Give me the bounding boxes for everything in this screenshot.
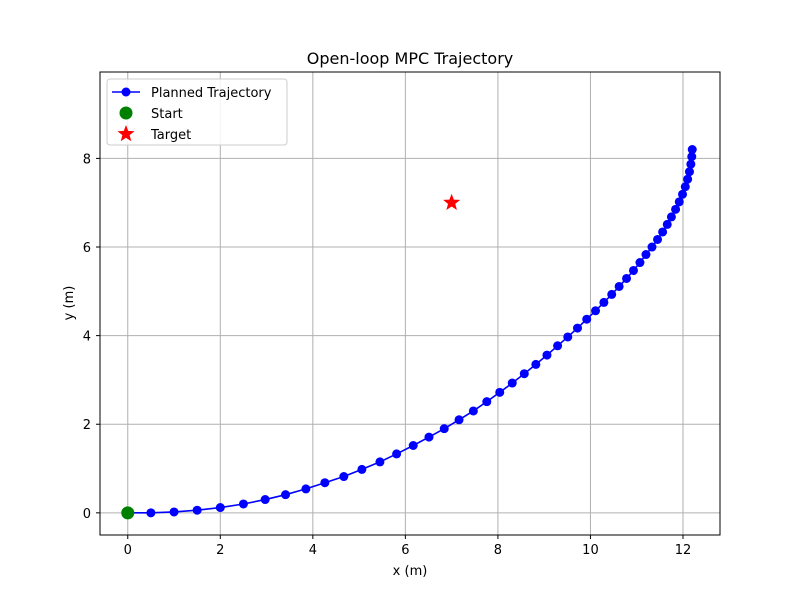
trajectory-point <box>599 297 609 307</box>
start-marker <box>121 506 135 520</box>
x-tick-label: 6 <box>401 543 409 558</box>
trajectory-point <box>678 189 688 199</box>
trajectory-point <box>684 167 694 177</box>
y-tick-label: 8 <box>83 152 91 167</box>
trajectory-point <box>674 197 684 207</box>
y-tick-label: 4 <box>83 330 91 345</box>
trajectory-point <box>519 369 529 379</box>
x-tick-label: 2 <box>216 543 224 558</box>
grid <box>100 72 720 535</box>
trajectory-point <box>666 212 676 222</box>
trajectory-point <box>662 219 672 229</box>
trajectory-point <box>482 397 492 407</box>
target-star-marker <box>443 193 461 210</box>
axis-ticks: 0 2 4 6 8 10 12 0 2 4 6 8 <box>83 152 692 558</box>
legend: Planned Trajectory Start Target <box>106 78 288 146</box>
trajectory-point <box>572 323 582 333</box>
trajectory-point <box>614 281 624 291</box>
trajectory-point <box>281 490 291 500</box>
trajectory-point <box>622 273 632 283</box>
x-tick-label: 0 <box>124 543 132 558</box>
trajectory-point <box>468 406 478 416</box>
y-axis-label: y (m) <box>62 286 77 321</box>
trajectory-point <box>687 152 697 162</box>
trajectory-point <box>495 387 505 397</box>
y-tick-label: 2 <box>83 418 91 433</box>
trajectory-point <box>531 359 541 369</box>
trajectory-point <box>553 341 563 351</box>
x-tick-label: 10 <box>582 543 599 558</box>
x-tick-label: 8 <box>494 543 502 558</box>
trajectory-point <box>658 227 668 237</box>
trajectory-point <box>542 350 552 360</box>
trajectory-point <box>635 258 645 268</box>
legend-label: Target <box>150 128 191 143</box>
trajectory-point <box>146 508 156 518</box>
trajectory-point <box>357 464 367 474</box>
trajectory-point <box>686 159 696 169</box>
trajectory-point <box>628 265 638 275</box>
legend-box <box>106 78 288 146</box>
chart-title: Open-loop MPC Trajectory <box>307 49 513 68</box>
plot-frame <box>99 71 721 536</box>
trajectory-point <box>215 503 225 513</box>
legend-marker-swatch <box>121 87 131 97</box>
trajectory-point <box>408 441 418 451</box>
x-axis-label: x (m) <box>393 564 428 579</box>
trajectory-point <box>339 472 349 482</box>
legend-target-swatch <box>117 125 135 142</box>
trajectory-point <box>647 242 657 252</box>
trajectory-point <box>320 478 330 488</box>
trajectory-point <box>680 182 690 192</box>
trajectory-point <box>454 415 464 425</box>
trajectory-point <box>169 507 179 517</box>
trajectory-point <box>687 145 697 155</box>
y-tick-label: 6 <box>83 241 91 256</box>
trajectory-point <box>192 505 202 515</box>
trajectory-point <box>238 499 248 509</box>
trajectory-point <box>671 204 681 214</box>
x-tick-label: 12 <box>675 543 692 558</box>
plot-series <box>121 145 697 520</box>
trajectory-point <box>260 495 270 505</box>
trajectory-point <box>591 306 601 316</box>
trajectory-point <box>563 332 573 342</box>
trajectory-point <box>392 449 402 459</box>
trajectory-point <box>653 234 663 244</box>
trajectory-point <box>607 289 617 299</box>
legend-label: Start <box>151 107 183 122</box>
y-tick-label: 0 <box>83 507 91 522</box>
trajectory-point <box>683 174 693 184</box>
trajectory-point <box>507 378 517 388</box>
trajectory-point <box>439 424 449 434</box>
legend-label: Planned Trajectory <box>151 86 272 101</box>
trajectory-point <box>641 250 651 260</box>
trajectory-point <box>424 432 434 442</box>
trajectory-point <box>301 484 311 494</box>
trajectory-point <box>375 457 385 467</box>
trajectory-point <box>582 314 592 324</box>
x-tick-label: 4 <box>309 543 317 558</box>
legend-start-swatch <box>119 106 133 120</box>
